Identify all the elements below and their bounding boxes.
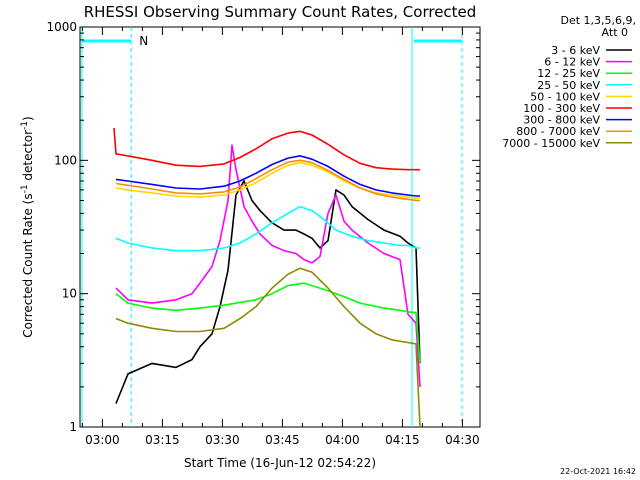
legend-label: 25 - 50 keV (537, 79, 600, 92)
x-axis-label: Start Time (16-Jun-12 02:54:22) (184, 456, 376, 470)
legend-header: Att 0 (602, 26, 628, 39)
series-line (115, 282, 421, 364)
y-axis: 1 10 100 1000 (46, 20, 480, 434)
y-tick-label: 1000 (46, 20, 77, 34)
night-markers: N (81, 27, 463, 427)
series-line (113, 127, 420, 171)
series-line (115, 155, 420, 197)
series-line (115, 144, 421, 387)
y-tick-label: 1 (69, 420, 77, 434)
legend-header: Det 1,3,5,6,9, (560, 14, 636, 27)
legend-label: 800 - 7000 keV (516, 125, 600, 138)
x-tick-label: 03:45 (265, 433, 300, 447)
series-line (115, 180, 421, 404)
y-axis-label: Corrected Count Rate (s-1 detector-1) (20, 116, 35, 337)
legend-label: 7000 - 15000 keV (502, 137, 600, 150)
y-tick-label: 10 (62, 287, 77, 301)
series-line (115, 205, 420, 252)
legend-label: 50 - 100 keV (530, 90, 600, 103)
x-tick-label: 03:30 (205, 433, 240, 447)
y-tick-label: 100 (54, 153, 77, 167)
legend-label: 3 - 6 keV (551, 44, 600, 57)
legend-label: 100 - 300 keV (523, 102, 600, 115)
plot-frame (79, 26, 481, 428)
x-tick-label: 04:00 (325, 433, 360, 447)
x-tick-label: 04:30 (445, 433, 480, 447)
legend-label: 12 - 25 keV (537, 67, 600, 80)
series-line (115, 267, 421, 428)
series-line (115, 161, 420, 199)
series-line (115, 159, 420, 202)
annotation-label: N (139, 34, 148, 48)
x-tick-label: 03:00 (85, 433, 120, 447)
chart-title: RHESSI Observing Summary Count Rates, Co… (84, 3, 477, 21)
footer-date: 22-Oct-2021 16:42 (560, 467, 636, 476)
x-tick-label: 03:15 (145, 433, 180, 447)
legend-label: 300 - 800 keV (523, 114, 600, 127)
x-axis: 03:00 03:15 03:30 03:45 04:00 04:15 04:30 (81, 27, 480, 447)
series-layer (113, 127, 421, 428)
legend-label: 6 - 12 keV (544, 56, 600, 69)
x-tick-label: 04:15 (385, 433, 420, 447)
